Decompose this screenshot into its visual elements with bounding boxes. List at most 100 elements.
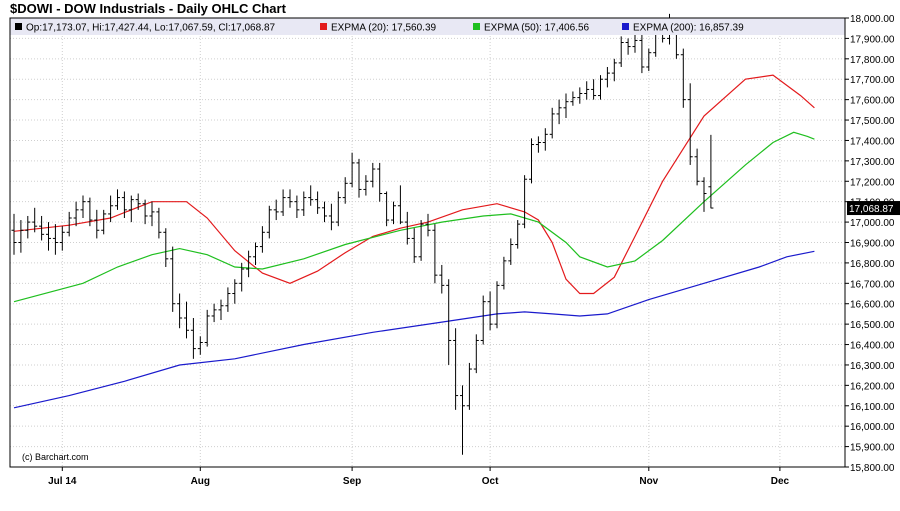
ohlc-bar — [611, 58, 617, 82]
ohlc-bar — [52, 224, 58, 255]
ohlc-bar — [397, 185, 403, 225]
ohlc-bar — [701, 177, 707, 212]
ohlc-bar — [246, 250, 252, 278]
ohlc-bar — [687, 83, 693, 165]
ohlc-bar — [342, 177, 348, 204]
ohlc-bar — [87, 197, 93, 227]
ohlc-bar — [25, 215, 31, 239]
y-tick-label: 16,800.00 — [850, 259, 895, 270]
ohlc-bar — [225, 287, 231, 312]
x-tick-label: Nov — [639, 476, 658, 487]
ohlc-bar — [135, 193, 141, 210]
ohlc-bar — [80, 195, 86, 219]
ohlc-bar — [301, 191, 307, 216]
watermark-text: (c) Barchart.com — [22, 452, 89, 462]
ohlc-bar — [570, 91, 576, 106]
ohlc-bar — [625, 38, 631, 55]
y-tick-label: 16,300.00 — [850, 361, 895, 372]
ohlc-bar — [473, 334, 479, 374]
ohlc-bar — [370, 162, 376, 188]
ohlc-bar — [439, 264, 445, 294]
y-tick-label: 16,900.00 — [850, 239, 895, 250]
y-tick-label: 16,400.00 — [850, 341, 895, 352]
ohlc-bar — [460, 385, 465, 455]
ohlc-bar — [59, 226, 65, 251]
x-tick-label: Aug — [191, 476, 210, 487]
ohlc-bar — [190, 318, 196, 359]
ohlc-bar — [46, 222, 51, 251]
ohlc-bar — [487, 291, 493, 331]
ohlc-bar — [591, 79, 597, 100]
ohlc-bar — [280, 189, 286, 216]
ohlc-bar — [121, 191, 127, 219]
ohlc-bar — [156, 207, 162, 239]
ohlc-bar — [94, 209, 100, 239]
x-tick-label: Sep — [343, 476, 361, 487]
ohlc-bar — [356, 158, 362, 198]
ohlc-bar — [632, 34, 638, 53]
legend-label: Op:17,173.07, Hi:17,427.44, Lo:17,067.59… — [26, 23, 276, 34]
y-tick-label: 16,700.00 — [850, 279, 895, 290]
ohlc-bar — [287, 189, 293, 208]
ohlc-bar — [522, 175, 528, 229]
ohlc-bar — [349, 152, 355, 188]
chart-title: $DOWI - DOW Industrials - Daily OHLC Cha… — [10, 1, 286, 16]
ohlc-bar — [149, 201, 155, 227]
y-tick-label: 17,800.00 — [850, 55, 895, 66]
x-axis: Jul 14 Aug Sep Oct Nov Dec — [48, 467, 790, 487]
ohlc-bar — [73, 201, 79, 227]
ohlc-bar — [384, 191, 390, 227]
ohlc-bar — [266, 205, 272, 239]
ohlc-bar — [446, 279, 452, 365]
y-tick-label: 17,900.00 — [850, 34, 895, 45]
ohlc-bar — [259, 226, 265, 253]
ohlc-bar — [577, 87, 583, 104]
ohlc-bar — [239, 262, 245, 292]
y-tick-label: 16,600.00 — [850, 300, 895, 311]
y-tick-label: 17,400.00 — [850, 136, 895, 147]
legend-swatch — [320, 23, 327, 30]
x-tick-label: Dec — [771, 476, 790, 487]
legend: Op:17,173.07, Hi:17,427.44, Lo:17,067.59… — [15, 23, 744, 34]
ohlc-bar — [211, 303, 217, 323]
ohlc-bar — [646, 48, 652, 72]
ohlc-bar — [101, 209, 107, 235]
ohlc-bar — [418, 220, 424, 261]
ohlc-bar — [253, 242, 258, 265]
legend-swatch — [622, 23, 629, 30]
ohlc-bar — [66, 211, 72, 237]
ohlc-bar — [708, 134, 714, 209]
ohlc-bar — [425, 213, 431, 237]
ohlc-bar — [508, 238, 514, 265]
y-tick-label: 16,100.00 — [850, 402, 895, 413]
ohlc-bar — [604, 66, 610, 88]
ohlc-bar — [542, 128, 548, 151]
y-tick-label: 17,700.00 — [850, 75, 895, 86]
ohlc-bar — [584, 81, 590, 100]
y-tick-label: 17,600.00 — [850, 96, 895, 107]
plot-border — [9, 17, 846, 468]
ohlc-bar — [39, 215, 45, 241]
ohlc-bar — [363, 175, 369, 196]
y-tick-label: 17,500.00 — [850, 116, 895, 127]
ohlc-bar — [694, 148, 700, 186]
ohlc-bar — [177, 293, 183, 329]
ohlc-bar — [308, 185, 314, 206]
ohlc-bar — [466, 362, 472, 410]
last-value-badge — [847, 201, 900, 216]
ohlc-bars — [11, 13, 714, 455]
ohlc-bar — [170, 246, 176, 312]
ohlc-bar — [315, 191, 321, 214]
ohlc-bar — [515, 220, 521, 249]
ohlc-bar — [273, 199, 279, 221]
ohlc-bar — [535, 136, 541, 153]
ohlc-bar — [549, 107, 555, 139]
y-tick-label: 15,900.00 — [850, 443, 895, 454]
ohlc-bar — [529, 138, 534, 184]
ohlc-bar — [18, 220, 24, 253]
ohlc-bar — [163, 228, 169, 267]
ohlc-bar — [411, 228, 417, 263]
ohlc-bar — [494, 281, 500, 329]
